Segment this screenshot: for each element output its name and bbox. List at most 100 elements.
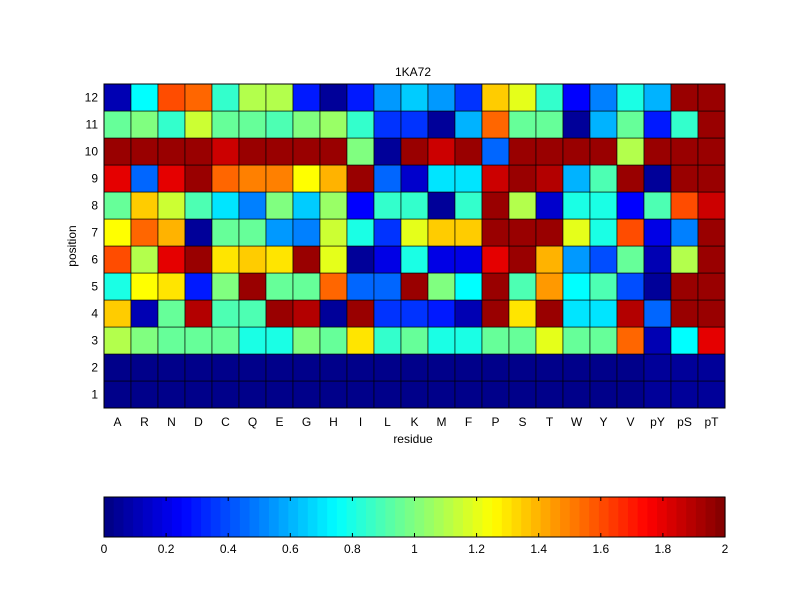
heatmap-cell [238, 353, 267, 382]
heatmap-cell [616, 218, 645, 247]
heatmap-cell [238, 272, 267, 301]
heatmap-cell [481, 299, 510, 328]
colorbar-segment [511, 497, 522, 537]
heatmap-cell [184, 272, 213, 301]
heatmap-cell [589, 299, 618, 328]
heatmap-cell [670, 191, 699, 220]
heatmap-cell [319, 83, 348, 112]
heatmap-cell [400, 218, 429, 247]
x-tick-label: C [221, 415, 230, 429]
heatmap-cell [535, 299, 564, 328]
heatmap-cell [346, 83, 375, 112]
heatmap-cell [670, 245, 699, 274]
chart-title: 1KA72 [395, 65, 431, 79]
heatmap-cell [103, 245, 132, 274]
heatmap-cell [427, 191, 456, 220]
heatmap-cell [670, 353, 699, 382]
y-tick-label: 2 [91, 361, 98, 375]
heatmap-cell [535, 326, 564, 355]
heatmap-cell [670, 272, 699, 301]
heatmap-cell [319, 164, 348, 193]
colorbar-segment [210, 497, 222, 537]
colorbar-segment [463, 497, 474, 537]
colorbar-segment [657, 497, 668, 537]
heatmap-cell [265, 137, 294, 166]
heatmap-cell [373, 110, 402, 139]
x-tick-label: P [491, 415, 499, 429]
heatmap-cell [103, 353, 132, 382]
heatmap-cell [481, 110, 510, 139]
heatmap-cell [481, 83, 510, 112]
heatmap-cell [184, 83, 213, 112]
heatmap-cell [292, 83, 321, 112]
heatmap-cell [670, 110, 699, 139]
heatmap-cell [616, 380, 645, 409]
colorbar-tick-labels: 0 0.2 0.4 0.6 0.8 1 1.2 1.4 1.6 1.8 2 [101, 497, 729, 556]
colorbar-segment [327, 497, 338, 537]
colorbar-segment [113, 497, 125, 537]
x-tick-label: E [275, 415, 283, 429]
heatmap-cell [211, 380, 240, 409]
heatmap-cell [184, 299, 213, 328]
heatmap-cell [103, 191, 132, 220]
heatmap-cell [535, 137, 564, 166]
x-tick-label: N [167, 415, 176, 429]
x-tick-label: T [546, 415, 554, 429]
heatmap-cell [103, 110, 132, 139]
x-tick-label: R [140, 415, 149, 429]
heatmap-cell [130, 218, 159, 247]
colorbar-segment [346, 497, 357, 537]
heatmap-cell [346, 272, 375, 301]
heatmap-cell [481, 245, 510, 274]
heatmap-cell [508, 137, 537, 166]
heatmap-cell [157, 137, 186, 166]
heatmap-cell [373, 164, 402, 193]
y-tick-label: 12 [85, 91, 99, 105]
heatmap-cell [697, 326, 726, 355]
colorbar-segment [521, 497, 532, 537]
heatmap-cell [562, 137, 591, 166]
colorbar-segment [433, 497, 445, 537]
colorbar-tick-label: 0 [101, 542, 108, 556]
colorbar [104, 497, 726, 537]
heatmap-cell [643, 326, 672, 355]
heatmap-cell [616, 353, 645, 382]
heatmap-cell [157, 272, 186, 301]
heatmap-cell [535, 83, 564, 112]
heatmap-cell [535, 245, 564, 274]
heatmap-cell [238, 326, 267, 355]
colorbar-segment [414, 497, 425, 537]
heatmap-cell [670, 83, 699, 112]
heatmap-cell [373, 245, 402, 274]
heatmap-cell [508, 245, 537, 274]
x-tick-label: G [302, 415, 311, 429]
heatmap-cell [400, 245, 429, 274]
colorbar-segment [162, 497, 173, 537]
heatmap-cell [346, 245, 375, 274]
heatmap-cell [211, 110, 240, 139]
heatmap-cell [643, 164, 672, 193]
heatmap-cell [319, 272, 348, 301]
y-tick-label: 4 [91, 307, 98, 321]
heatmap-cell [643, 218, 672, 247]
colorbar-tick-label: 1.2 [468, 542, 485, 556]
colorbar-segment [530, 497, 542, 537]
heatmap-cell [616, 83, 645, 112]
heatmap-cells [103, 83, 726, 409]
heatmap-cell [373, 299, 402, 328]
heatmap-cell [427, 353, 456, 382]
heatmap-cell [211, 191, 240, 220]
heatmap-cell [292, 380, 321, 409]
heatmap-cell [454, 380, 483, 409]
colorbar-segment [715, 497, 726, 537]
colorbar-segment [540, 497, 551, 537]
colorbar-segment [501, 497, 513, 537]
heatmap-cell [130, 110, 159, 139]
heatmap-cell [103, 326, 132, 355]
heatmap-cell [481, 380, 510, 409]
heatmap-cell [319, 353, 348, 382]
colorbar-segment [133, 497, 144, 537]
heatmap-cell [157, 83, 186, 112]
heatmap-cell [130, 83, 159, 112]
heatmap-cell [130, 299, 159, 328]
